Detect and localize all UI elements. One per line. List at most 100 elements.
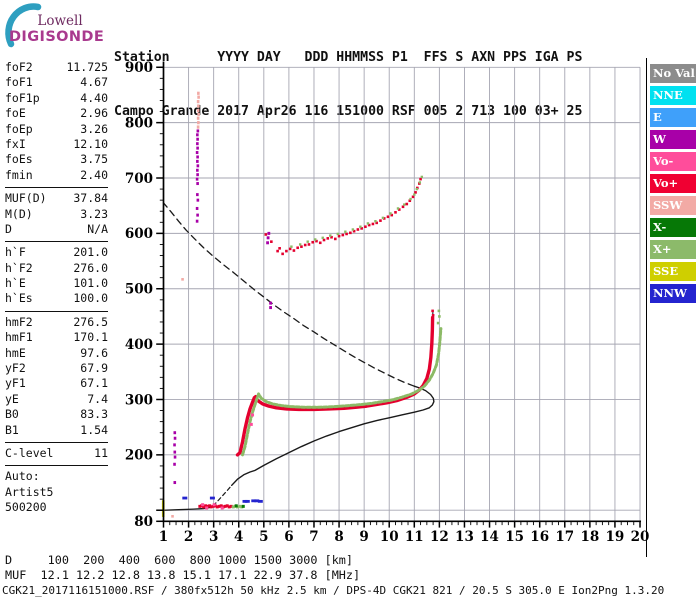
- logo-lowell-text: Lowell: [37, 13, 82, 29]
- param-label: foF1p: [5, 90, 40, 105]
- param-value: 201.0: [73, 245, 108, 260]
- panel-divider: [5, 441, 108, 443]
- param-row-yf2: yF2 67.9: [5, 361, 108, 376]
- svg-text:1: 1: [159, 529, 168, 545]
- series-W-column-low: [173, 431, 177, 485]
- series-Es-trace-pink: [201, 413, 255, 510]
- param-label: h`F2: [5, 260, 33, 275]
- param-row-foe: foE 2.96: [5, 106, 108, 121]
- param-value: 3.23: [80, 206, 108, 221]
- param-row-hf2: h`F2 276.0: [5, 261, 108, 276]
- param-value: 1.54: [80, 422, 108, 437]
- svg-text:15: 15: [505, 529, 524, 545]
- legend-item-noval: No Val: [650, 64, 696, 83]
- param-value: 2.96: [80, 106, 108, 121]
- param-row-he: h`E 101.0: [5, 276, 108, 291]
- param-row-fmin: fmin 2.40: [5, 168, 108, 183]
- svg-text:10: 10: [380, 529, 399, 545]
- legend-item-nne: NNE: [650, 86, 696, 105]
- grid-layer: [163, 66, 641, 522]
- param-label: foF2: [5, 60, 33, 74]
- legend-item-vo+: Vo+: [650, 174, 696, 193]
- param-value: 11: [94, 445, 108, 460]
- param-value: 3.75: [80, 152, 108, 167]
- svg-text:11: 11: [405, 529, 424, 545]
- param-value: N/A: [87, 221, 108, 236]
- series-Es-trace-darkgreen: [234, 504, 245, 508]
- series-second-hop-red: [264, 177, 422, 256]
- logo-digisonde-text: DIGISONDE: [9, 29, 104, 45]
- param-row-md: M(D) 3.23: [5, 207, 108, 222]
- distance-muf-table: D 100 200 400 600 800 1000 1500 3000 [km…: [5, 553, 360, 582]
- logo-graphic: Lowell DIGISONDE: [5, 3, 104, 48]
- legend-divider: [646, 58, 647, 557]
- param-value: 3.26: [80, 121, 108, 136]
- param-value: 11.725: [66, 60, 108, 74]
- table-row-d: D 100 200 400 600 800 1000 1500 3000 [km…: [5, 553, 354, 567]
- digisonde-logo: Lowell DIGISONDE: [2, 2, 114, 50]
- legend-item-x+: X+: [650, 240, 696, 259]
- series-W-column-high: [195, 129, 200, 223]
- param-row-hmf2: hmF2 276.5: [5, 315, 108, 330]
- param-label: B1: [5, 422, 19, 437]
- param-label: Artist5: [5, 484, 54, 499]
- param-row-fof1: foF1 4.67: [5, 75, 108, 90]
- param-label: hmE: [5, 345, 26, 360]
- param-row-500200: 500200: [5, 500, 108, 515]
- param-value: 83.3: [80, 407, 108, 422]
- param-label: foEp: [5, 121, 33, 136]
- svg-text:800: 800: [125, 115, 153, 131]
- param-label: yF1: [5, 376, 26, 391]
- param-label: yF2: [5, 361, 26, 376]
- param-row-hes: h`Es 100.0: [5, 291, 108, 306]
- svg-text:3: 3: [209, 529, 218, 545]
- param-label: fmin: [5, 167, 33, 182]
- series-topside-profile-dashed: [162, 202, 415, 387]
- param-label: h`E: [5, 276, 26, 291]
- param-row-artist5: Artist5: [5, 485, 108, 500]
- param-value: 12.10: [73, 136, 108, 151]
- svg-text:80: 80: [134, 514, 153, 530]
- header-labels-line: Station YYYY DAY DDD HHMMSS P1 FFS S AXN…: [114, 50, 583, 65]
- param-row-b1: B1 1.54: [5, 423, 108, 438]
- legend-item-vo-: Vo-: [650, 152, 696, 171]
- legend-item-sse: SSE: [650, 262, 696, 281]
- param-value: 276.0: [73, 260, 108, 275]
- series-F-profile: [231, 385, 435, 487]
- svg-text:18: 18: [580, 529, 599, 545]
- param-value: 170.1: [73, 330, 108, 345]
- param-value: 100.0: [73, 291, 108, 306]
- svg-text:5: 5: [259, 529, 268, 545]
- param-row-foes: foEs 3.75: [5, 152, 108, 167]
- series-SSW-stray-dots: [171, 278, 184, 518]
- param-panel: foF2 11.725 foF1 4.67 foF1p 4.40 foE 2.96 foEp 3.…: [5, 60, 108, 516]
- table-row-muf: MUF 12.1 12.2 12.8 13.8 15.1 17.1 22.9 3…: [5, 567, 361, 582]
- legend-item-x-: X-: [650, 218, 696, 237]
- param-value: 276.5: [73, 314, 108, 329]
- series-Es-trace-red: [198, 504, 233, 509]
- param-label: D: [5, 221, 12, 236]
- file-info-line: CGK21_2017116151000.RSF / 380fx512h 50 k…: [2, 584, 665, 597]
- param-value: 7.4: [87, 391, 108, 406]
- svg-text:2: 2: [184, 529, 193, 545]
- param-label: h`F: [5, 245, 26, 260]
- series-W-mid-dots: [266, 231, 272, 310]
- series-F-trace-O-mode: [235, 315, 435, 457]
- param-row-fof1p: foF1p 4.40: [5, 91, 108, 106]
- param-row-fxi: fxI 12.10: [5, 137, 108, 152]
- svg-text:7: 7: [309, 529, 318, 545]
- param-row-hme: hmE 97.6: [5, 346, 108, 361]
- param-value: 2.40: [80, 167, 108, 182]
- param-label: Auto:: [5, 469, 40, 484]
- panel-divider: [5, 310, 108, 312]
- svg-text:9: 9: [359, 529, 368, 545]
- param-value: 67.9: [80, 361, 108, 376]
- series-second-hop-green: [290, 175, 424, 248]
- series-X-trace-top-dots: [436, 309, 441, 325]
- direction-legend: No Val NNE E W Vo- Vo+ SSW X- X+ SSE NNW: [650, 64, 696, 306]
- svg-text:4: 4: [234, 529, 243, 545]
- legend-item-w: W: [650, 130, 696, 149]
- svg-text:700: 700: [125, 171, 153, 187]
